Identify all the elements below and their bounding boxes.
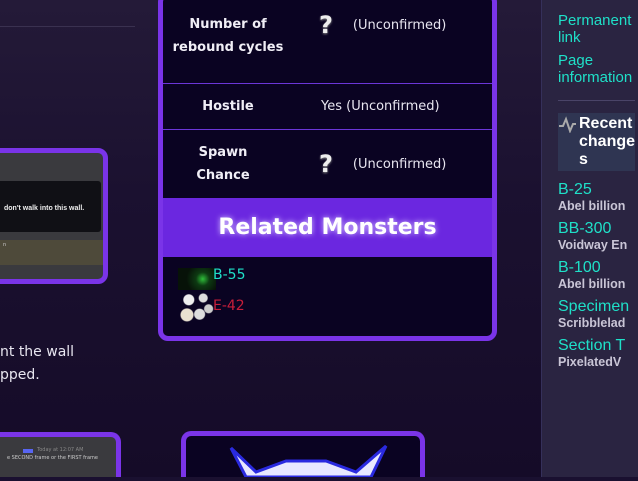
recent-change-user[interactable]: Scribblelad [558, 316, 626, 330]
role-badge [23, 449, 33, 453]
main-content: don't walk into this wall. n nt the wall… [0, 0, 541, 479]
related-monster-link[interactable]: E-42 [213, 298, 245, 314]
recent-changes-heading: Recent changes [558, 113, 635, 171]
related-monsters-header: Related Monsters [163, 198, 492, 257]
screenshot-image[interactable]: don't walk into this wall. n [0, 148, 108, 284]
chat-message: don't walk into this wall. [0, 181, 101, 232]
infobox-row: Hostile Yes (Unconfirmed) [163, 84, 492, 130]
related-monster-link[interactable]: B-55 [213, 267, 246, 283]
b-55-thumbnail[interactable] [178, 268, 216, 290]
question-mark-icon: ? [319, 150, 333, 178]
recent-change-user[interactable]: Abel billion [558, 277, 626, 291]
e-42-thumbnail[interactable] [178, 289, 214, 325]
body-text: nt the wall pped. [0, 344, 75, 383]
recent-change-title[interactable]: BB-300 [558, 220, 612, 237]
right-sidebar: Permanent link Page information Recent c… [541, 0, 638, 477]
monster-infobox: Number of rebound cycles ? (Unconfirmed) … [158, 0, 497, 341]
divider [0, 26, 135, 27]
permanent-link[interactable]: Permanent link [558, 12, 632, 46]
recent-change-user[interactable]: Abel billion [558, 199, 626, 213]
recent-change-user[interactable]: PixelatedV [558, 355, 622, 369]
activity-icon [559, 116, 576, 133]
question-mark-icon: ? [319, 11, 333, 39]
highlight-bar: n [0, 240, 103, 265]
page-information-link[interactable]: Page information [558, 52, 633, 86]
chat-message-text: don't walk into this wall. [4, 205, 85, 212]
monster-art [229, 444, 388, 479]
infobox-row: Number of rebound cycles ? (Unconfirmed) [163, 0, 492, 84]
recent-change-title[interactable]: Section T [558, 337, 626, 354]
recent-change-title[interactable]: B-25 [558, 181, 592, 198]
divider [558, 100, 635, 101]
infobox-row: Spawn Chance ? (Unconfirmed) [196, 145, 447, 183]
screenshot-image-2[interactable]: Today at 12:07 AM e SECOND frame or the … [0, 432, 121, 477]
recent-change-title[interactable]: B-100 [558, 259, 601, 276]
monster-image[interactable] [181, 431, 425, 479]
recent-change-title[interactable]: Specimen [558, 298, 630, 315]
recent-change-user[interactable]: Voidway En [558, 238, 628, 252]
